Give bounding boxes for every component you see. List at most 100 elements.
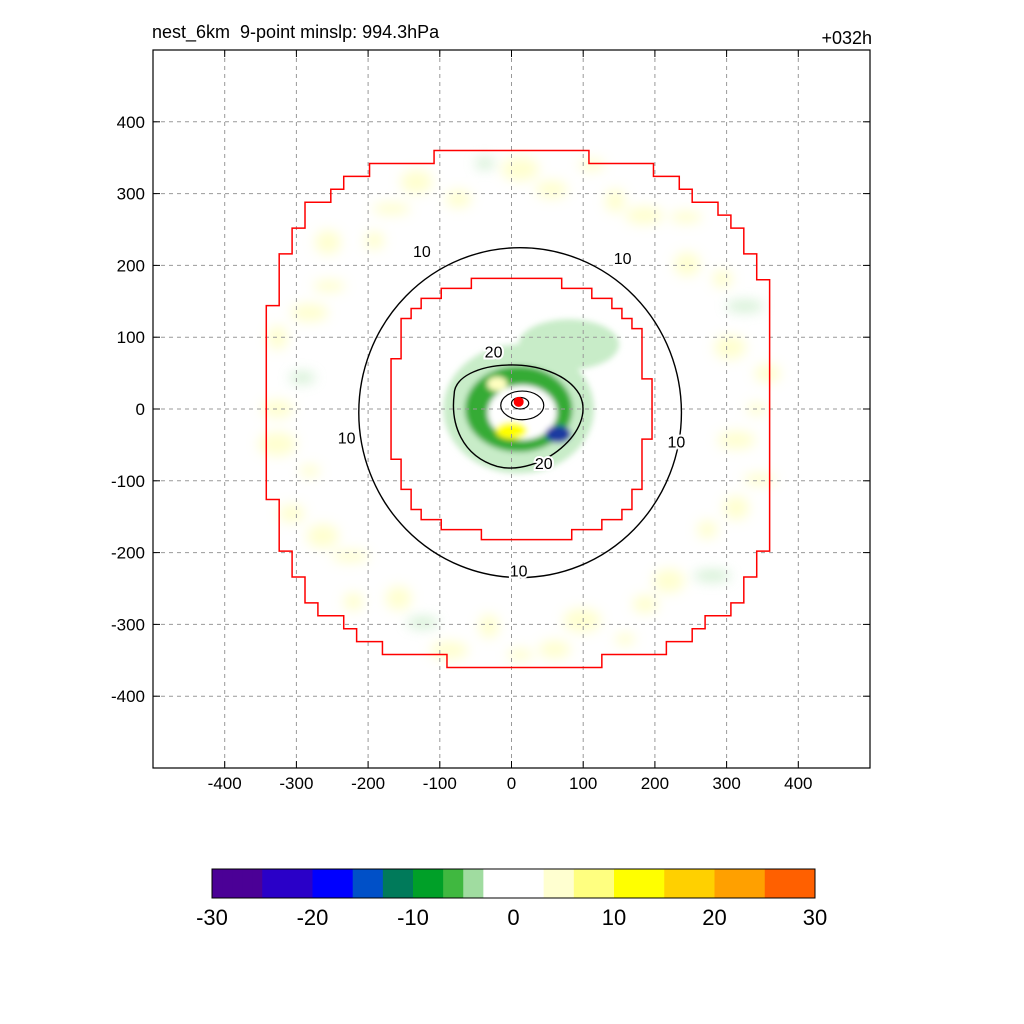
storm-center-marker	[513, 396, 524, 407]
field-blob	[615, 633, 636, 646]
inner-domain-boundary	[390, 277, 653, 541]
colorbar-bin	[724, 869, 736, 898]
colorbar-bin	[784, 869, 796, 898]
contour-label: 10	[338, 431, 356, 448]
colorbar-bin	[774, 869, 786, 898]
y-tick-label: 400	[117, 113, 145, 132]
y-tick-label: -200	[111, 544, 145, 563]
field-blob	[743, 473, 776, 486]
field-blob	[507, 648, 534, 661]
field-blob	[267, 325, 288, 350]
colorbar-bin	[734, 869, 746, 898]
x-tick-label: -300	[279, 774, 313, 793]
colorbar-bin	[252, 869, 263, 898]
colorbar-bin	[744, 869, 756, 898]
field-blob	[261, 400, 294, 418]
outer-domain-boundary	[265, 149, 771, 669]
x-tick-label: -400	[208, 774, 242, 793]
chart-title: nest_6km 9-point minslp: 994.3hPa	[152, 22, 440, 42]
field-blob	[406, 616, 439, 629]
colorbar-bin	[533, 869, 545, 898]
colorbar-bin	[232, 869, 243, 898]
colorbar-bin	[312, 869, 324, 898]
contour-10	[358, 246, 683, 579]
field-blob	[674, 252, 701, 277]
contour-label: 10	[510, 564, 528, 581]
colorbar-bin	[624, 869, 635, 898]
y-tick-label: 0	[136, 400, 145, 419]
field-blob	[723, 495, 750, 520]
colorbar-bin	[222, 869, 233, 898]
colorbar-bin	[523, 869, 535, 898]
field-blob	[487, 376, 508, 392]
colorbar-tick-label: 0	[507, 905, 520, 930]
x-tick-label: 0	[507, 774, 516, 793]
colorbar-bin	[382, 869, 394, 898]
colorbar-bin	[674, 869, 685, 898]
field-blob	[535, 180, 568, 199]
colorbar-bin	[684, 869, 695, 898]
x-tick-label: -200	[351, 774, 385, 793]
colorbar-bin	[694, 869, 705, 898]
colorbar-frame	[211, 868, 816, 899]
outer-ring-field	[258, 157, 781, 661]
field-blob	[478, 614, 499, 639]
colorbar-bin	[664, 869, 675, 898]
colorbar-bin	[513, 869, 525, 898]
x-tick-label: 100	[569, 774, 597, 793]
colorbar-bin	[644, 869, 655, 898]
colorbar-bin	[493, 869, 504, 898]
field-blob	[278, 504, 305, 523]
colorbar-bin	[282, 869, 293, 898]
colorbar-bin	[262, 869, 273, 898]
colorbar-bin	[362, 869, 374, 898]
field-blob	[258, 431, 297, 456]
colorbar-bin	[614, 869, 625, 898]
field-blob	[632, 595, 659, 614]
field-blob	[495, 421, 528, 440]
colorbar-tick-label: -20	[296, 905, 329, 930]
colorbar-bin	[302, 869, 313, 898]
field-blob	[364, 231, 385, 250]
colorbar-tick-label: 20	[702, 905, 727, 930]
colorbar-bin	[573, 869, 585, 898]
field-blob	[289, 371, 316, 384]
y-tick-label: 100	[117, 328, 145, 347]
field-blob	[474, 157, 495, 170]
colorbar-bin	[463, 869, 474, 898]
colorbar-tick-label: -30	[196, 905, 228, 930]
colorbar-bin	[433, 869, 444, 898]
colorbar-bin	[332, 869, 344, 898]
field-blob	[545, 425, 572, 443]
colorbar-bin	[563, 869, 575, 898]
field-blob	[400, 169, 433, 194]
colorbar-bin	[553, 869, 565, 898]
field-blob	[306, 524, 339, 549]
forecast-hour-label: +032h	[821, 28, 872, 48]
contour-inner	[500, 390, 545, 421]
x-tick-label: 200	[641, 774, 669, 793]
field-blob	[693, 569, 732, 582]
colorbar-bin	[413, 869, 424, 898]
colorbar-bin	[754, 869, 766, 898]
colorbar-bin	[654, 869, 665, 898]
colorbar-tick-label: 30	[802, 905, 828, 930]
field-blob	[578, 159, 605, 172]
colorbar-bin	[704, 869, 715, 898]
y-tick-label: 300	[117, 185, 145, 204]
field-blob	[430, 641, 469, 660]
contour-20	[452, 364, 584, 469]
colorbar-bin	[603, 869, 615, 898]
x-tick-label: -100	[423, 774, 457, 793]
colorbar-bin	[714, 869, 726, 898]
field-blob	[754, 364, 781, 383]
field-blob	[712, 269, 733, 288]
field-blob	[343, 592, 364, 611]
field-blob	[372, 202, 411, 215]
colorbar-bin	[634, 869, 645, 898]
contour-label: 10	[668, 434, 686, 451]
field-blob	[313, 280, 346, 293]
colorbar-bin	[392, 869, 404, 898]
contour-label: 20	[535, 456, 553, 473]
